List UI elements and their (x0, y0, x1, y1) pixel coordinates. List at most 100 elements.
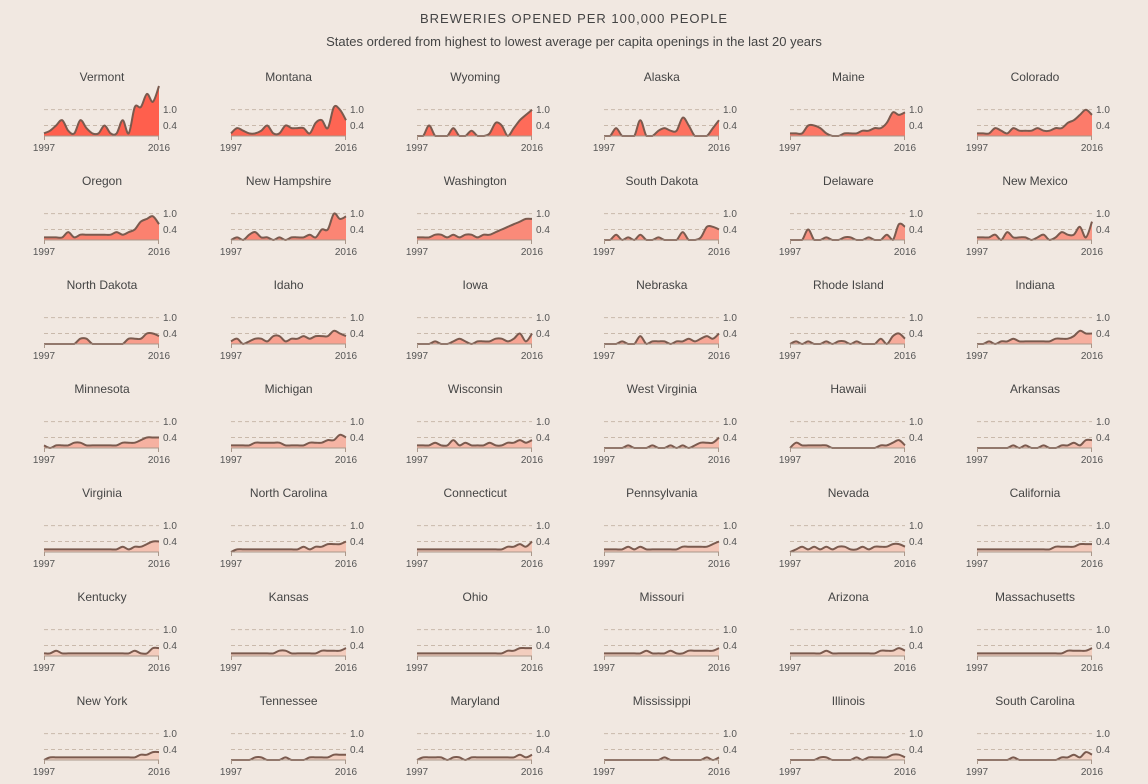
x-tick-label: 1997 (593, 663, 616, 674)
x-tick-label: 2016 (894, 767, 917, 778)
y-tick-label: 0.4 (163, 745, 177, 756)
x-tick-label: 2016 (521, 351, 544, 362)
series-line (43, 750, 160, 761)
area-fill (977, 109, 1092, 136)
x-tick-label: 2016 (708, 767, 731, 778)
area-fill (44, 647, 159, 656)
x-tick-label: 1997 (406, 767, 429, 778)
sparkline-chart: 1.0 0.4 1997 2016 (593, 209, 737, 258)
y-tick-label: 0.4 (723, 225, 737, 236)
y-tick-label: 0.4 (723, 641, 737, 652)
state-panel: New Mexico 1.0 0.4 1997 2016 (966, 174, 1147, 264)
area-fill (44, 86, 159, 136)
x-tick-label: 1997 (593, 767, 616, 778)
x-tick-label: 1997 (33, 767, 56, 778)
state-panel: Kentucky 1.0 0.4 1997 2016 (33, 590, 214, 680)
x-tick-label: 2016 (334, 455, 357, 466)
state-panel: North Carolina 1.0 0.4 1997 2016 (219, 486, 401, 576)
y-tick-label: 1.0 (536, 521, 550, 532)
area-fill (603, 333, 719, 344)
x-tick-label: 1997 (33, 143, 56, 154)
state-panel: Indiana 1.0 0.4 1997 2016 (966, 278, 1147, 368)
state-name: Missouri (639, 590, 685, 604)
series-line (417, 332, 534, 345)
area-fill (977, 752, 1092, 760)
area-fill (44, 332, 159, 344)
y-tick-label: 0.4 (723, 537, 737, 548)
x-tick-label: 1997 (406, 143, 429, 154)
state-panel: Oregon 1.0 0.4 1997 2016 (33, 174, 214, 264)
x-tick-label: 2016 (521, 559, 544, 570)
sparkline-chart: 1.0 0.4 1997 2016 (406, 625, 550, 674)
area-fill (230, 213, 346, 240)
sparkline-chart: 1.0 0.4 1997 2016 (219, 313, 363, 362)
state-panel: California 1.0 0.4 1997 2016 (966, 486, 1147, 576)
sparkline-chart: 1.0 0.4 1997 2016 (33, 729, 177, 778)
state-name: New Mexico (1002, 174, 1068, 188)
x-tick-label: 1997 (33, 559, 56, 570)
state-panel: Alaska 1.0 0.4 1997 2016 (593, 70, 774, 160)
sparkline-chart: 1.0 0.4 1997 2016 (219, 417, 363, 466)
y-tick-label: 0.4 (350, 745, 364, 756)
sparkline-chart: 1.0 0.4 1997 2016 (33, 417, 177, 466)
sparkline-chart: 1.0 0.4 1997 2016 (406, 209, 550, 258)
sparkline-chart: 1.0 0.4 1997 2016 (33, 521, 177, 570)
state-name: Tennessee (259, 694, 318, 708)
state-name: Pennsylvania (626, 486, 698, 500)
state-panel: Rhode Island 1.0 0.4 1997 2016 (779, 278, 960, 368)
x-tick-label: 1997 (593, 559, 616, 570)
y-tick-label: 0.4 (536, 745, 550, 756)
y-tick-label: 1.0 (163, 625, 177, 636)
sparkline-chart: 1.0 0.4 1997 2016 (33, 209, 177, 258)
state-panel: Kansas 1.0 0.4 1997 2016 (219, 590, 401, 680)
series-line (43, 540, 160, 551)
x-tick-label: 2016 (708, 559, 731, 570)
sparkline-chart: 1.0 0.4 1997 2016 (966, 105, 1110, 154)
state-panel: Tennessee 1.0 0.4 1997 2016 (219, 694, 401, 784)
x-tick-label: 1997 (219, 663, 242, 674)
state-name: South Carolina (995, 694, 1075, 708)
series-line (976, 542, 1092, 551)
series-line (976, 108, 1093, 135)
x-tick-label: 2016 (708, 455, 731, 466)
series-line (417, 646, 533, 655)
y-tick-label: 0.4 (163, 641, 177, 652)
x-tick-label: 2016 (148, 455, 171, 466)
y-tick-label: 1.0 (536, 105, 550, 116)
state-name: New Hampshire (245, 174, 332, 188)
state-name: Mississippi (632, 694, 691, 708)
y-tick-label: 0.4 (163, 433, 177, 444)
sparkline-chart: 1.0 0.4 1997 2016 (966, 417, 1110, 466)
x-tick-label: 2016 (894, 455, 917, 466)
x-tick-label: 2016 (1081, 351, 1104, 362)
x-tick-label: 1997 (593, 351, 616, 362)
series-line (43, 85, 160, 136)
state-panel: North Dakota 1.0 0.4 1997 2016 (33, 278, 214, 368)
state-panel: Vermont 1.0 0.4 1997 2016 (33, 70, 214, 160)
series-line (976, 647, 1093, 655)
x-tick-label: 2016 (334, 351, 357, 362)
state-panel: Wyoming 1.0 0.4 1997 2016 (406, 70, 587, 160)
sparkline-chart: 1.0 0.4 1997 2016 (406, 521, 550, 570)
series-line (603, 540, 720, 551)
series-line (603, 647, 720, 655)
x-tick-label: 1997 (966, 351, 989, 362)
x-tick-label: 2016 (148, 559, 171, 570)
state-panel: Massachusetts 1.0 0.4 1997 2016 (966, 590, 1147, 680)
y-tick-label: 0.4 (350, 121, 364, 132)
area-fill (44, 437, 159, 448)
y-tick-label: 1.0 (909, 105, 923, 116)
y-tick-label: 0.4 (536, 225, 550, 236)
sparkline-chart: 1.0 0.4 1997 2016 (593, 521, 737, 570)
x-tick-label: 2016 (708, 351, 731, 362)
y-tick-label: 1.0 (723, 313, 737, 324)
series-line (43, 215, 160, 239)
y-tick-label: 0.4 (723, 745, 737, 756)
state-panel: Illinois 1.0 0.4 1997 2016 (779, 694, 960, 784)
sparkline-chart: 1.0 0.4 1997 2016 (593, 313, 737, 362)
page-subtitle: States ordered from highest to lowest av… (326, 34, 822, 49)
area-fill (230, 330, 346, 344)
state-name: Colorado (1010, 70, 1060, 84)
state-panel: New York 1.0 0.4 1997 2016 (33, 694, 214, 784)
state-name: West Virginia (626, 382, 697, 396)
